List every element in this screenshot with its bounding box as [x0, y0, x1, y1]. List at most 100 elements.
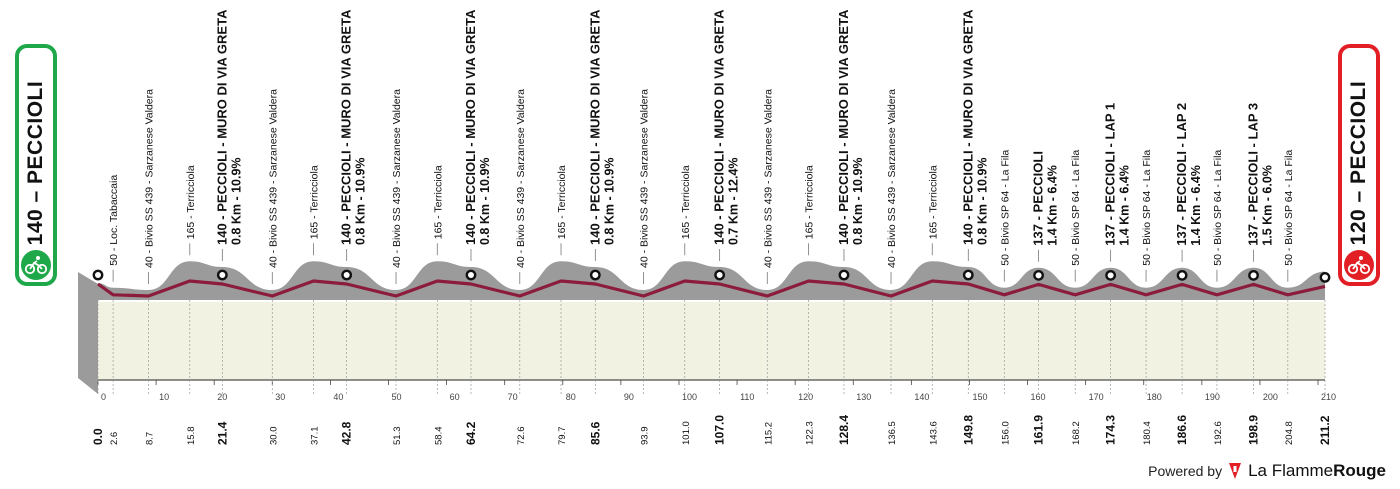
point-label: 50 - Bivio SP 64 - La Fila: [999, 150, 1011, 266]
point-label: 165 - Terricciola: [927, 165, 939, 239]
km-value-label: 0.0: [91, 428, 105, 445]
major-point-marker: [1176, 269, 1188, 281]
km-value-label: 72.6: [516, 427, 527, 446]
km-value-label: 198.9: [1247, 415, 1261, 445]
point-label: 165 - Terricciola: [309, 165, 321, 239]
scale-tick-label: 190: [1205, 392, 1220, 402]
major-point-label: 137 - PECCIOLI - LAP 1: [1103, 103, 1118, 246]
km-value-label: 21.4: [215, 421, 229, 445]
road-line: [97, 279, 1326, 298]
scale-tick-label: 60: [450, 392, 460, 402]
scale-tick-label: 110: [740, 392, 754, 402]
scale-tick-label: 30: [275, 392, 285, 402]
start-location-label: 140 – PECCIOLI: [24, 80, 47, 246]
km-value-label: 180.4: [1142, 421, 1153, 445]
major-point-marker: [1248, 269, 1259, 281]
km-value-label: 51.3: [392, 427, 403, 446]
point-label: 165 - Terricciola: [556, 165, 568, 239]
climb-detail-label: 0.7 Km - 12.4%: [727, 157, 741, 245]
major-point-marker: [1105, 269, 1117, 281]
point-label: 40 - Bivio SS 439 - Sarzanese Valdera: [639, 89, 651, 268]
climb-detail-label: 0.8 Km - 10.9%: [602, 157, 616, 245]
point-label: 50 - Bivio SP 64 - La Fila: [1141, 150, 1153, 266]
major-point-marker: [465, 269, 477, 281]
major-point-marker: [216, 269, 228, 281]
major-point-label: 140 - PECCIOLI - MURO DI VIA GRETA: [960, 9, 975, 245]
major-point-label: 140 - PECCIOLI - MURO DI VIA GRETA: [587, 9, 602, 245]
km-value-label: 204.8: [1284, 421, 1295, 445]
point-label: 40 - Bivio SS 439 - Sarzanese Valdera: [515, 89, 527, 268]
scale-tick-label: 150: [972, 392, 987, 402]
finish-location-box: 120 – PECCIOLI: [1338, 44, 1380, 286]
flame-logo-icon: [1229, 463, 1242, 479]
point-label: 165 - Terricciola: [804, 165, 816, 239]
point-label: 40 - Bivio SS 439 - Sarzanese Valdera: [267, 89, 279, 268]
brand-name-b: Rouge: [1333, 461, 1386, 480]
point-label: 50 - Bivio SP 64 - La Fila: [1070, 150, 1082, 266]
major-point-marker: [1033, 269, 1044, 281]
point-label: 50 - Bivio SP 64 - La Fila: [1212, 150, 1224, 266]
km-value-label: 2.6: [109, 432, 120, 445]
km-value-label: 149.8: [961, 415, 975, 445]
finish-location-label: 120 – PECCIOLI: [1347, 80, 1370, 246]
km-value-label: 58.4: [433, 427, 444, 446]
point-label: 165 - Terricciola: [185, 165, 197, 239]
major-point-marker: [589, 269, 601, 281]
scale-tick-label: 160: [1031, 392, 1046, 402]
scale-tick-label: 10: [159, 392, 169, 402]
km-value-label: 15.8: [186, 427, 197, 446]
major-point-marker: [962, 269, 974, 281]
climb-detail-label: 0.8 Km - 10.9%: [975, 157, 989, 245]
point-label: 40 - Bivio SS 439 - Sarzanese Valdera: [762, 89, 774, 268]
major-point-label: 137 - PECCIOLI - LAP 3: [1246, 103, 1261, 246]
km-value-label: 156.0: [1000, 421, 1011, 445]
climb-detail-label: 1.4 Km - 6.4%: [1189, 165, 1203, 246]
major-point-marker: [714, 269, 726, 281]
scale-tick-label: 0: [101, 392, 106, 402]
point-label: 165 - Terricciola: [680, 165, 692, 239]
km-value-label: 42.8: [340, 421, 354, 445]
km-value-label: 143.6: [928, 421, 939, 445]
major-point-label: 140 - PECCIOLI - MURO DI VIA GRETA: [339, 9, 354, 245]
scale-tick-label: 70: [508, 392, 518, 402]
side-wedge: [78, 272, 98, 394]
major-point-label: 140 - PECCIOLI - MURO DI VIA GRETA: [836, 9, 851, 245]
point-label: 165 - Terricciola: [432, 165, 444, 239]
point-label: 40 - Bivio SS 439 - Sarzanese Valdera: [144, 89, 156, 268]
scale-tick-label: 210: [1321, 392, 1336, 402]
km-value-label: 161.9: [1032, 415, 1046, 445]
major-point-marker: [341, 269, 353, 281]
powered-by: Powered by La FlammeRouge: [1148, 461, 1386, 481]
scale-tick-label: 80: [566, 392, 576, 402]
km-value-label: 128.4: [837, 415, 851, 445]
km-value-label: 37.1: [310, 427, 321, 446]
point-label: 40 - Bivio SS 439 - Sarzanese Valdera: [391, 89, 403, 268]
km-value-label: 93.9: [640, 427, 651, 446]
scale-tick-label: 90: [624, 392, 634, 402]
major-point-marker: [92, 269, 104, 281]
km-value-label: 122.3: [805, 421, 816, 445]
climb-detail-label: 0.8 Km - 10.9%: [478, 157, 492, 245]
start-location-box: 140 – PECCIOLI: [15, 44, 57, 286]
point-label: 40 - Bivio SS 439 - Sarzanese Valdera: [886, 89, 898, 268]
major-point-label: 140 - PECCIOLI - MURO DI VIA GRETA: [712, 9, 727, 245]
km-value-label: 192.6: [1213, 421, 1224, 445]
scale-tick-label: 130: [856, 392, 871, 402]
major-point-label: 137 - PECCIOLI: [1031, 151, 1046, 246]
climb-detail-label: 1.5 Km - 6.0%: [1261, 165, 1275, 246]
scale-tick-label: 50: [391, 392, 401, 402]
km-value-label: 186.6: [1175, 415, 1189, 445]
point-label: 50 - Loc. Tabaccaia: [108, 175, 120, 266]
cyclist-icon: [1344, 250, 1374, 280]
major-point-label: 140 - PECCIOLI - MURO DI VIA GRETA: [214, 9, 229, 245]
major-point-marker: [838, 269, 850, 281]
km-value-label: 115.2: [763, 422, 774, 445]
climb-detail-label: 0.8 Km - 10.9%: [354, 157, 368, 245]
scale-tick-label: 40: [333, 392, 343, 402]
km-value-label: 79.7: [557, 427, 568, 446]
point-label: 50 - Bivio SP 64 - La Fila: [1283, 150, 1295, 266]
major-point-marker: [1319, 271, 1331, 283]
km-value-label: 107.0: [713, 415, 727, 445]
